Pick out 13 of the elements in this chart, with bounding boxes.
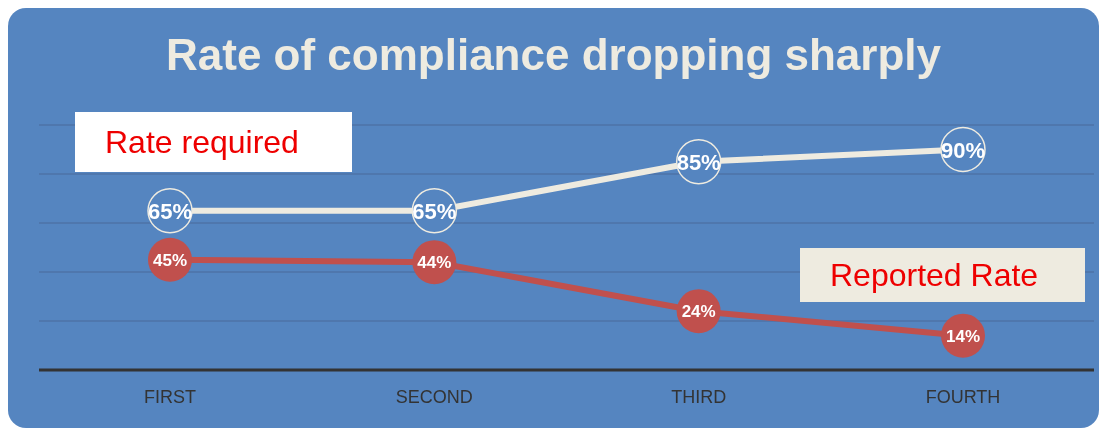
x-tick-label: SECOND (395, 386, 473, 407)
series-label: Reported Rate (800, 248, 1085, 302)
x-tick-label: FOURTH (925, 386, 1001, 407)
data-label: 14% (945, 326, 981, 346)
data-label: 85% (676, 149, 721, 175)
data-label: 44% (417, 253, 452, 273)
chart-title: Rate of compliance dropping sharply (165, 30, 942, 80)
data-label: 65% (412, 198, 457, 224)
data-label: 45% (152, 250, 188, 270)
data-label: 24% (681, 302, 716, 322)
x-tick-label: FIRST (144, 386, 196, 407)
series-label: Rate required (75, 112, 352, 172)
x-tick-label: THIRD (671, 386, 727, 407)
